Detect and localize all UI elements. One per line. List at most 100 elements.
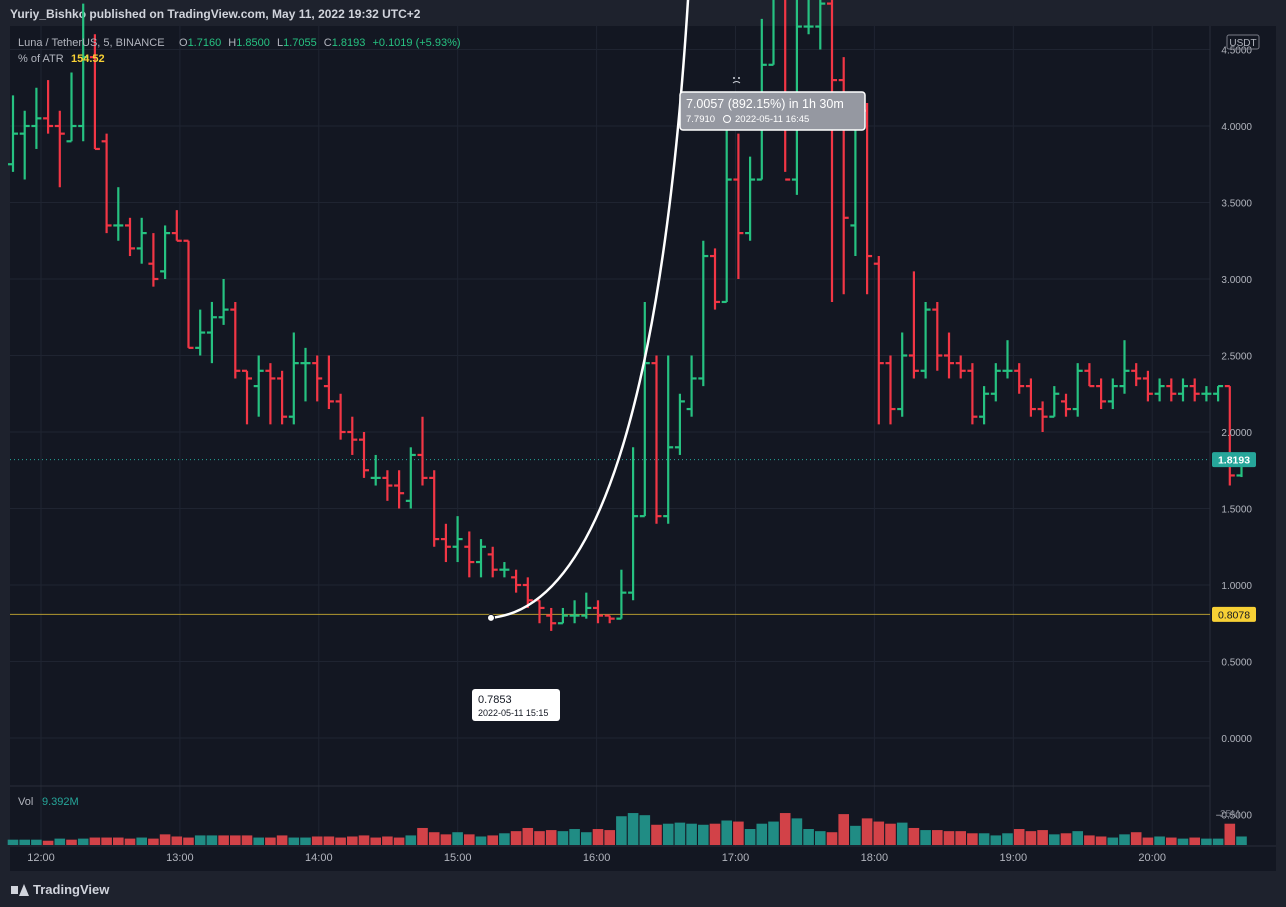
volume-bar — [1060, 833, 1072, 845]
volume-bar — [908, 827, 920, 845]
ohlc-bar — [452, 516, 463, 563]
y-tick-label: 1.0000 — [1221, 581, 1252, 592]
ohlc-bar — [394, 470, 405, 509]
end-callout-box — [679, 91, 866, 131]
ohlc-bar — [31, 87, 42, 149]
volume-axis-label: 25M — [1220, 809, 1239, 820]
ohlc-bar — [1201, 386, 1212, 402]
volume-bar — [323, 836, 335, 845]
volume-bar — [148, 838, 159, 845]
ohlc-bar — [534, 599, 545, 624]
tradingview-logo[interactable]: TradingView — [11, 882, 109, 897]
volume-bar — [218, 835, 229, 845]
ohlc-bar — [1061, 393, 1071, 417]
ohlc-bar — [944, 332, 954, 379]
published-text: Yuriy_Bishko published on TradingView.co… — [10, 7, 421, 21]
ohlc-bar — [1131, 363, 1142, 387]
ohlc-bar — [1166, 378, 1177, 402]
volume-bar — [405, 835, 417, 845]
sad-face-icon — [732, 77, 741, 84]
x-tick-label: 17:00 — [722, 852, 750, 864]
volume-bar — [7, 839, 19, 845]
title-bar: Yuriy_Bishko published on TradingView.co… — [0, 0, 1286, 26]
ohlc-bar — [639, 301, 650, 518]
clock-icon — [723, 115, 731, 123]
ohlc-bar — [54, 110, 65, 188]
volume-bar — [1095, 836, 1107, 845]
ohlc-bar — [721, 126, 732, 304]
ohlc-bar — [370, 454, 381, 486]
price-range-arrow[interactable] — [490, 0, 700, 620]
price-axis[interactable]: 98.50008.00007.50007.00006.50006.00005.5… — [1216, 0, 1253, 822]
volume-bar — [77, 838, 89, 845]
ohlc-bar — [897, 332, 908, 417]
volume-bar — [417, 827, 428, 845]
volume-bar — [955, 831, 966, 845]
volume-label: Vol — [18, 796, 33, 808]
ohlc-bar — [628, 447, 639, 601]
volume-bar — [66, 839, 77, 845]
ohlc-bar — [990, 363, 1001, 402]
volume-bar — [616, 816, 627, 845]
indicator-value: 154.52 — [71, 53, 105, 65]
ohlc-bar — [710, 248, 720, 310]
grid — [10, 26, 1210, 846]
end-callout-time: 2022-05-11 16:45 — [735, 114, 809, 125]
volume-bar — [1212, 838, 1224, 845]
y-tick-label: 3.5000 — [1221, 199, 1252, 210]
volume-bar — [347, 836, 358, 845]
volume-bar — [382, 836, 393, 845]
ohlc-bar — [569, 600, 580, 624]
volume-bar — [510, 831, 522, 845]
last-price-badge — [1212, 452, 1256, 468]
volume-bar — [452, 832, 463, 845]
volume-bar — [1049, 834, 1060, 845]
ohlc-bar — [382, 470, 393, 501]
ohlc-bar — [1049, 386, 1060, 418]
ohlc-bar — [791, 0, 802, 195]
volume-bar — [475, 836, 487, 845]
volume-bar — [733, 821, 744, 845]
ohlc-bar — [288, 332, 299, 425]
ohlc-bar — [405, 447, 416, 509]
volume-bar — [873, 821, 885, 845]
arrow-start-point[interactable] — [487, 613, 495, 622]
volume-bar — [276, 835, 288, 845]
ohlc-bar — [663, 355, 674, 524]
ohlc-bar — [920, 301, 931, 379]
volume-bar — [885, 823, 896, 845]
volume-bar — [1072, 831, 1083, 845]
legend-high-label: H — [228, 37, 236, 49]
x-tick-label: 14:00 — [305, 852, 333, 864]
volume-bar — [241, 835, 253, 845]
volume-bar — [54, 838, 66, 845]
volume-bar — [171, 836, 183, 845]
volume-bar — [651, 824, 662, 845]
ohlc-bar — [1213, 385, 1224, 402]
ohlc-bar — [1189, 378, 1200, 402]
ohlc-bar — [43, 80, 54, 134]
ohlc-bars — [8, 0, 1247, 631]
ohlc-bar — [125, 217, 135, 257]
ohlc-bar — [323, 355, 334, 410]
ohlc-bar — [827, 0, 837, 302]
ohlc-bar — [19, 110, 30, 180]
ohlc-bar — [230, 301, 241, 379]
ohlc-bar — [499, 562, 510, 578]
chart-frame[interactable] — [10, 26, 1276, 871]
currency-badge[interactable] — [1226, 34, 1260, 50]
volume-bar — [1025, 831, 1037, 845]
ohlc-bar — [1084, 363, 1095, 388]
volume-bar — [698, 824, 709, 845]
legend-high-value: 1.8500 — [236, 37, 270, 49]
volume-bar — [1236, 836, 1247, 845]
volume-bar — [159, 834, 171, 845]
volume-bar — [370, 837, 381, 845]
legend-close-label: C — [324, 37, 332, 49]
time-axis[interactable]: 12:00 13:00 14:00 15:00 16:00 17:00 18:00 19:00… — [27, 852, 1166, 864]
volume-bar — [1189, 837, 1200, 845]
ohlc-bar — [522, 577, 533, 608]
volume-bar — [861, 818, 873, 845]
y-tick-label: 0.0000 — [1221, 734, 1252, 745]
